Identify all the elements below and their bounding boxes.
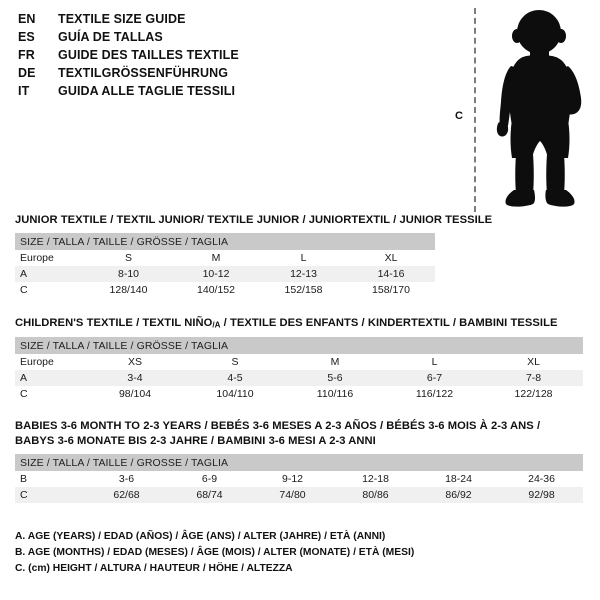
row-label: C [15, 282, 85, 298]
row-cell: 116/122 [385, 386, 484, 403]
height-illustration: C [440, 4, 600, 214]
children-size-table: SIZE / TALLA / TAILLE / GRÖSSE / TAGLIA … [15, 337, 584, 403]
section-children-textile: CHILDREN'S TEXTILE / TEXTIL NIÑO/A / TEX… [15, 316, 584, 403]
language-row: ES GUÍA DE TALLAS [18, 30, 438, 48]
language-code: EN [18, 12, 36, 26]
section-babies-textile: BABIES 3-6 MONTH TO 2-3 YEARS / BEBÉS 3-… [15, 419, 584, 503]
language-title: GUÍA DE TALLAS [58, 30, 163, 44]
row-cell: 3-6 [85, 471, 168, 487]
row-cell: 158/170 [347, 282, 436, 298]
row-label: C [15, 487, 85, 503]
row-cell: 12-13 [260, 266, 347, 282]
table-row: Europe XS S M L XL [15, 354, 584, 371]
language-code: IT [18, 84, 30, 98]
row-cell: 86/92 [417, 487, 500, 503]
height-marker-label: C [455, 110, 463, 122]
height-measure-dashed-line [474, 8, 476, 212]
table-row: A 3-4 4-5 5-6 6-7 7-8 [15, 370, 584, 387]
row-cell: 104/110 [185, 386, 285, 403]
section-title-line1: BABIES 3-6 MONTH TO 2-3 YEARS / BEBÉS 3-… [15, 420, 541, 432]
toddler-silhouette-icon [496, 10, 582, 207]
row-cell: 122/128 [484, 386, 584, 403]
table-row: Europe S M L XL [15, 250, 436, 266]
row-cell: L [260, 250, 347, 266]
row-cell: 7-8 [484, 370, 584, 387]
legend-block: A. AGE (YEARS) / EDAD (AÑOS) / ÂGE (ANS)… [15, 529, 575, 577]
row-cell: XS [85, 354, 185, 371]
language-code: ES [18, 30, 35, 44]
language-row: IT GUIDA ALLE TAGLIE TESSILI [18, 84, 438, 102]
section-title: JUNIOR TEXTILE / TEXTIL JUNIOR/ TEXTILE … [15, 214, 493, 226]
section-title-part1: CHILDREN'S TEXTILE / TEXTIL NIÑO [15, 317, 213, 329]
table-header-bar: SIZE / TALLA / TAILLE / GROSSE / TAGLIA [15, 454, 584, 471]
language-title: GUIDE DES TAILLES TEXTILE [58, 48, 239, 62]
row-cell: 98/104 [85, 386, 185, 403]
row-cell: 152/158 [260, 282, 347, 298]
legend-row-b: B. AGE (MONTHS) / EDAD (MESES) / ÂGE (MO… [15, 547, 415, 558]
junior-size-table: SIZE / TALLA / TAILLE / GRÖSSE / TAGLIA … [15, 233, 436, 298]
section-title: CHILDREN'S TEXTILE / TEXTIL NIÑO/A / TEX… [15, 316, 583, 332]
row-cell: L [385, 354, 484, 371]
row-cell: 8-10 [85, 266, 172, 282]
row-cell: XL [484, 354, 584, 371]
row-cell: 24-36 [500, 471, 584, 487]
row-cell: 68/74 [168, 487, 251, 503]
row-cell: 6-9 [168, 471, 251, 487]
table-header-bar: SIZE / TALLA / TAILLE / GRÖSSE / TAGLIA [15, 233, 436, 250]
row-cell: 4-5 [185, 370, 285, 387]
language-row: DE TEXTILGRÖSSENFÜHRUNG [18, 66, 438, 84]
language-code: FR [18, 48, 35, 62]
row-cell: 80/86 [334, 487, 417, 503]
table-row: B 3-6 6-9 9-12 12-18 18-24 24-36 [15, 471, 584, 487]
row-label: Europe [15, 250, 85, 266]
babies-size-table: SIZE / TALLA / TAILLE / GROSSE / TAGLIA … [15, 454, 584, 503]
language-code: DE [18, 66, 36, 80]
row-cell: 3-4 [85, 370, 185, 387]
row-cell: 14-16 [347, 266, 436, 282]
table-header-label: SIZE / TALLA / TAILLE / GRÖSSE / TAGLIA [15, 337, 584, 355]
row-cell: 18-24 [417, 471, 500, 487]
row-cell: 128/140 [85, 282, 172, 298]
row-cell: 110/116 [285, 386, 385, 403]
section-title-line2: BABYS 3-6 MONATE BIS 2-3 JAHRE / BAMBINI… [15, 435, 376, 447]
table-header-label: SIZE / TALLA / TAILLE / GROSSE / TAGLIA [15, 454, 584, 471]
row-cell: M [172, 250, 260, 266]
row-cell: 12-18 [334, 471, 417, 487]
section-title-part2: / TEXTILE DES ENFANTS / KINDERTEXTIL / B… [220, 317, 558, 329]
table-row: C 128/140 140/152 152/158 158/170 [15, 282, 436, 298]
language-title: TEXTILE SIZE GUIDE [58, 12, 186, 26]
table-header-bar: SIZE / TALLA / TAILLE / GRÖSSE / TAGLIA [15, 337, 584, 355]
row-cell: M [285, 354, 385, 371]
row-cell: 5-6 [285, 370, 385, 387]
language-title: TEXTILGRÖSSENFÜHRUNG [58, 66, 229, 80]
section-junior-textile: JUNIOR TEXTILE / TEXTIL JUNIOR/ TEXTILE … [15, 213, 492, 298]
row-cell: 6-7 [385, 370, 484, 387]
language-row: EN TEXTILE SIZE GUIDE [18, 12, 438, 30]
row-label: C [15, 386, 85, 403]
table-row: A 8-10 10-12 12-13 14-16 [15, 266, 436, 282]
table-header-label: SIZE / TALLA / TAILLE / GRÖSSE / TAGLIA [15, 233, 436, 250]
legend-row-c: C. (cm) HEIGHT / ALTURA / HAUTEUR / HÖHE… [15, 563, 293, 574]
row-label: A [15, 266, 85, 282]
language-row: FR GUIDE DES TAILLES TEXTILE [18, 48, 438, 66]
row-cell: S [85, 250, 172, 266]
row-cell: 10-12 [172, 266, 260, 282]
language-header-block: EN TEXTILE SIZE GUIDE ES GUÍA DE TALLAS … [18, 12, 438, 102]
row-cell: 92/98 [500, 487, 584, 503]
table-row: C 98/104 104/110 110/116 116/122 122/128 [15, 386, 584, 403]
row-cell: 140/152 [172, 282, 260, 298]
language-title: GUIDA ALLE TAGLIE TESSILI [58, 84, 236, 98]
row-cell: S [185, 354, 285, 371]
table-row: C 62/68 68/74 74/80 80/86 86/92 92/98 [15, 487, 584, 503]
row-cell: 62/68 [85, 487, 168, 503]
row-cell: XL [347, 250, 436, 266]
section-title-subscript: /A [212, 320, 221, 330]
legend-row-a: A. AGE (YEARS) / EDAD (AÑOS) / ÂGE (ANS)… [15, 531, 386, 542]
row-label: B [15, 471, 85, 487]
row-cell: 9-12 [251, 471, 334, 487]
row-label: Europe [15, 354, 85, 371]
row-cell: 74/80 [251, 487, 334, 503]
row-label: A [15, 370, 85, 387]
